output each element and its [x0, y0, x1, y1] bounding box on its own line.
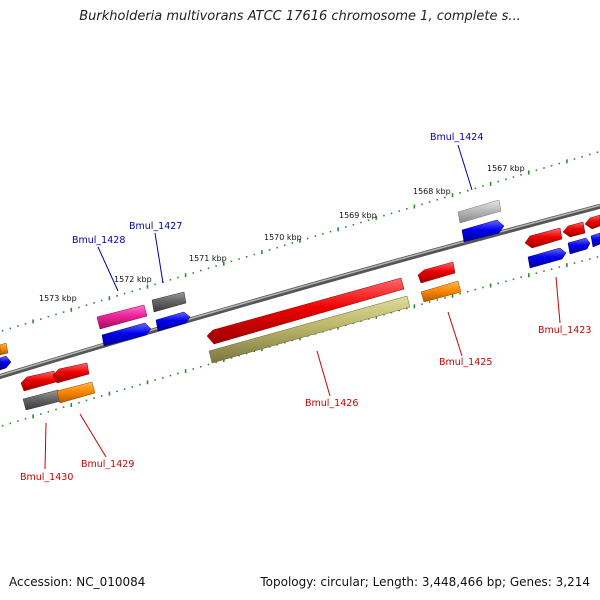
gene-label-bmul-1423[interactable]: Bmul_1423: [538, 325, 591, 336]
map-title: Burkholderia multivorans ATCC 17616 chro…: [79, 9, 521, 24]
kbp-label-1570: 1570 kbp: [264, 233, 302, 242]
lower-tick-ring: [1, 256, 599, 427]
leader-bmul-1423: [555, 276, 561, 324]
gene-bmul-1428-blue[interactable]: [101, 322, 152, 347]
gene-bmul-1429-red[interactable]: [52, 362, 90, 384]
gene-edge-left-orange[interactable]: [0, 342, 9, 356]
gene-bmul-1423-upper-3[interactable]: [584, 214, 600, 230]
leader-bmul-1424: [457, 144, 473, 191]
gene-label-bmul-1427[interactable]: Bmul_1427: [129, 221, 182, 232]
leader-bmul-1429: [79, 413, 107, 458]
genome-stats-text: Topology: circular; Length: 3,448,466 bp…: [260, 575, 590, 589]
leader-bmul-1425: [447, 311, 463, 357]
gene-label-bmul-1426[interactable]: Bmul_1426: [305, 398, 358, 409]
kbp-label-1567: 1567 kbp: [487, 164, 525, 173]
chromosome-backbone: [0, 203, 600, 380]
gene-bmul-1423-upper-1[interactable]: [524, 227, 563, 249]
gene-bmul-1423-upper-2[interactable]: [562, 221, 586, 238]
kbp-label-1569: 1569 kbp: [339, 211, 377, 220]
kbp-label-1572: 1572 kbp: [114, 275, 152, 284]
gene-label-bmul-1424[interactable]: Bmul_1424: [430, 132, 483, 143]
gene-bmul-1426-red[interactable]: [206, 277, 405, 345]
chromosome-backbone-highlight: [0, 204, 600, 377]
gene-bmul-1428-pink[interactable]: [96, 304, 148, 330]
gene-bmul-1429-orange[interactable]: [56, 381, 96, 404]
gene-bmul-1423-blue-2[interactable]: [567, 237, 591, 255]
gene-label-bmul-1428[interactable]: Bmul_1428: [72, 235, 125, 246]
gene-label-bmul-1429[interactable]: Bmul_1429: [81, 459, 134, 470]
kbp-label-1573: 1573 kbp: [39, 294, 77, 303]
gene-bmul-1426-olive[interactable]: [208, 295, 411, 364]
gene-bmul-1427-blue[interactable]: [155, 311, 191, 332]
gene-bmul-1425-orange[interactable]: [420, 280, 462, 303]
gene-bmul-1424[interactable]: [457, 199, 502, 224]
gene-label-bmul-1430[interactable]: Bmul_1430: [20, 472, 73, 483]
leader-bmul-1430: [44, 422, 47, 470]
kbp-label-1568: 1568 kbp: [413, 187, 451, 196]
gene-bmul-1425-red[interactable]: [417, 261, 456, 284]
gene-bmul-1423-blue-1[interactable]: [527, 247, 567, 269]
leader-bmul-1427: [154, 232, 164, 284]
leader-bmul-1428: [97, 246, 119, 292]
kbp-label-1571: 1571 kbp: [189, 254, 227, 263]
gene-bmul-1427-gray[interactable]: [151, 291, 187, 313]
accession-text: Accession: NC_010084: [9, 575, 146, 589]
gene-bmul-1424-blue[interactable]: [461, 219, 505, 243]
gene-bmul-1430-red[interactable]: [20, 370, 57, 392]
gene-bmul-1430-gray[interactable]: [22, 389, 62, 411]
leader-bmul-1426: [316, 350, 331, 397]
gene-bmul-1423-blue-3[interactable]: [590, 232, 600, 248]
gene-edge-left-blue[interactable]: [0, 355, 12, 371]
gene-label-bmul-1425[interactable]: Bmul_1425: [439, 357, 492, 368]
